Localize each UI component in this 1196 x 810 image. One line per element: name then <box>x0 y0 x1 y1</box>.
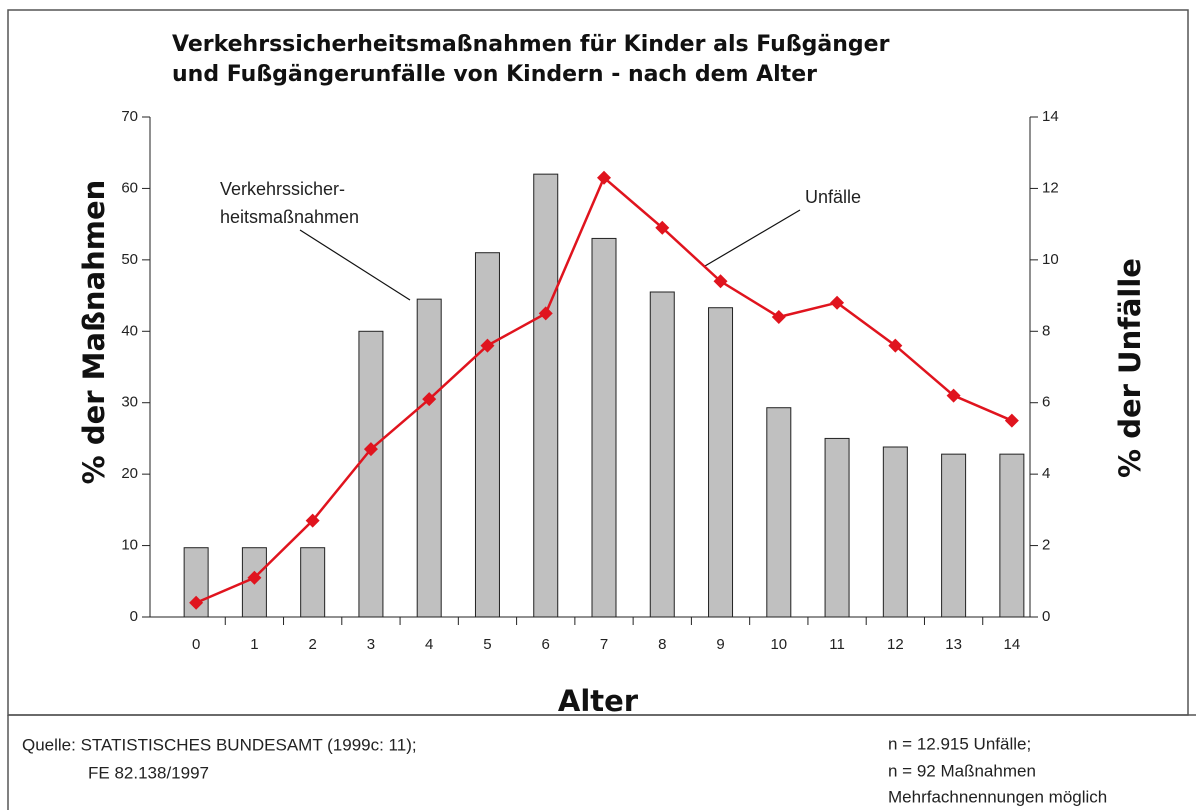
line-marker <box>655 220 670 235</box>
line-marker <box>189 595 204 610</box>
chart-title: Verkehrssicherheitsmaßnahmen für Kinder … <box>172 32 890 57</box>
annotation: heitsmaßnahmen <box>220 207 359 227</box>
x-tick-label: 4 <box>425 636 433 653</box>
x-tick-label: 9 <box>716 636 724 653</box>
y-tick-label: 30 <box>121 394 138 411</box>
line-marker <box>771 310 786 324</box>
note: n = 12.915 Unfälle; <box>888 734 1031 753</box>
y2-tick-label: 8 <box>1042 322 1050 339</box>
bar <box>649 291 675 618</box>
bar <box>999 453 1025 618</box>
line-marker <box>888 338 903 353</box>
bar <box>941 453 967 618</box>
bar <box>882 446 908 618</box>
x-tick-label: 7 <box>600 636 608 653</box>
y-tick-label: 20 <box>121 465 138 482</box>
line-marker <box>1004 413 1019 428</box>
bar <box>824 437 850 618</box>
line-marker <box>830 295 845 310</box>
y-tick-label: 40 <box>121 322 138 339</box>
y2-tick-label: 10 <box>1042 251 1059 268</box>
annotation-leader <box>704 209 801 267</box>
note: n = 92 Maßnahmen <box>888 761 1036 780</box>
chart-title: und Fußgängerunfälle von Kindern - nach … <box>172 62 817 87</box>
annotation: Unfälle <box>805 187 861 207</box>
x-tick-label: 0 <box>192 636 200 653</box>
bar <box>708 307 734 618</box>
y-axis-title: % der Maßnahmen <box>77 180 111 485</box>
x-tick-label: 2 <box>308 636 316 653</box>
line-marker <box>597 170 611 185</box>
bar <box>358 330 384 618</box>
y-tick-label: 50 <box>121 251 138 268</box>
x-tick-label: 5 <box>483 636 491 653</box>
x-tick-label: 14 <box>1004 636 1021 653</box>
y-tick-label: 70 <box>121 108 138 125</box>
line-marker <box>480 338 495 353</box>
line-marker <box>538 306 553 321</box>
line-marker <box>305 513 320 528</box>
line-marker <box>422 392 437 407</box>
annotation-leader <box>299 229 411 301</box>
x-tick-label: 10 <box>770 636 787 653</box>
y2-tick-label: 2 <box>1042 537 1050 554</box>
y2-tick-label: 6 <box>1042 394 1050 411</box>
line-marker <box>363 442 378 457</box>
source: Quelle: STATISTISCHES BUNDESAMT (1999c: … <box>22 735 417 754</box>
y2-tick-label: 0 <box>1042 608 1050 625</box>
y2-tick-label: 4 <box>1042 465 1050 482</box>
y2-axis-title: % der Unfälle <box>1113 258 1147 478</box>
y2-tick-label: 12 <box>1042 179 1059 196</box>
bar <box>591 237 617 618</box>
bar <box>300 547 326 618</box>
source: FE 82.138/1997 <box>88 763 209 782</box>
line-marker <box>713 274 728 289</box>
x-tick-label: 12 <box>887 636 904 653</box>
x-tick-label: 6 <box>542 636 550 653</box>
line-marker <box>247 570 262 585</box>
y-tick-label: 60 <box>121 179 138 196</box>
y-tick-label: 10 <box>121 537 138 554</box>
annotation: Verkehrssicher- <box>220 179 345 199</box>
bar <box>766 407 792 618</box>
x-tick-label: 3 <box>367 636 375 653</box>
x-axis-title: Alter <box>558 684 639 718</box>
y2-tick-label: 14 <box>1042 108 1059 125</box>
x-tick-label: 11 <box>829 636 845 653</box>
y-tick-label: 0 <box>130 608 138 625</box>
x-tick-label: 1 <box>250 636 258 653</box>
x-tick-label: 8 <box>658 636 666 653</box>
line-marker <box>946 388 961 403</box>
x-tick-label: 13 <box>945 636 962 653</box>
bar <box>474 252 500 618</box>
bar <box>416 298 442 618</box>
note: Mehrfachnennungen möglich <box>888 787 1107 806</box>
bar <box>533 173 559 618</box>
